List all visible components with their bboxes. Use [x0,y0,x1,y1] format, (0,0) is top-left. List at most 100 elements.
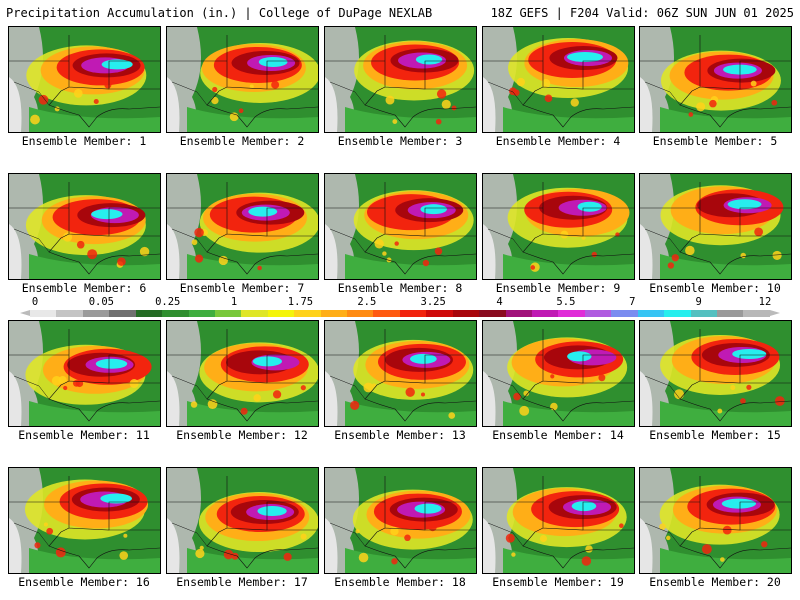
ensemble-member-label: Ensemble Member: 17 [176,575,308,589]
ensemble-map-10 [639,173,792,280]
precip-map-graphic [325,321,476,426]
precip-map-graphic [640,321,791,426]
ensemble-map-7 [166,173,319,280]
precip-map-graphic [640,27,791,132]
page-header: Precipitation Accumulation (in.) | Colle… [0,0,800,24]
colorbar-segment [109,310,136,317]
precip-map-graphic [167,321,318,426]
ensemble-map-1 [8,26,161,133]
ensemble-member-label: Ensemble Member: 18 [334,575,466,589]
precip-map-graphic [483,321,634,426]
colorbar-segment [30,310,57,317]
ensemble-member-label: Ensemble Member: 6 [21,281,147,295]
precip-map-graphic [167,174,318,279]
colorbar-segment [188,310,215,317]
colorbar-tick-label: 3.25 [420,296,446,308]
precip-map-graphic [167,27,318,132]
precip-map-graphic [483,27,634,132]
colorbar-segment [690,310,717,317]
colorbar-tick-label: 5.5 [556,296,576,308]
colorbar-segment [294,310,321,317]
colorbar-segment [452,310,480,317]
precip-map-graphic [167,468,318,573]
colorbar-segment [347,310,374,317]
colorbar-segment [241,310,268,317]
colorbar-segment [214,310,242,317]
precip-map-graphic [9,27,160,132]
colorbar-segment [584,310,612,317]
ensemble-map-13 [324,320,477,427]
ensemble-member-label: Ensemble Member: 11 [18,428,150,442]
ensemble-map-2 [166,26,319,133]
colorbar-tick-label: 7 [629,296,636,308]
ensemble-map-9 [482,173,635,280]
colorbar-segment [716,310,744,317]
ensemble-member-label: Ensemble Member: 20 [649,575,781,589]
page-title: Precipitation Accumulation (in.) | Colle… [6,6,433,20]
ensemble-member-label: Ensemble Member: 14 [492,428,624,442]
colorbar-segment [82,310,110,317]
colorbar-tick-label: 1 [230,296,238,308]
colorbar-segment [637,310,665,317]
ensemble-member-label: Ensemble Member: 1 [21,134,147,148]
colorbar-labels: 0 0.05 0.25 1 1.75 2.5 3.25 4 5.5 7 9 12 [30,296,772,308]
precip-map-graphic [325,468,476,573]
precip-map-graphic [325,27,476,132]
precip-map-graphic [483,468,634,573]
ensemble-map-11 [8,320,161,427]
ensemble-map-6 [8,173,161,280]
ensemble-map-5 [639,26,792,133]
colorbar-segment [558,310,585,317]
ensemble-map-15 [639,320,792,427]
colorbar-segment [664,310,691,317]
ensemble-member-label: Ensemble Member: 7 [179,281,305,295]
ensemble-member-label: Ensemble Member: 3 [337,134,463,148]
colorbar-tick-label: 12 [758,296,772,308]
ensemble-member-label: Ensemble Member: 13 [334,428,466,442]
colorbar-tick-label: 9 [695,296,702,308]
colorbar-segment [426,310,453,317]
ensemble-map-16 [8,467,161,574]
colorbar-segment [373,310,400,317]
colorbar-tick-label: 0.05 [88,296,115,308]
precip-map-graphic [640,174,791,279]
ensemble-member-label: Ensemble Member: 5 [652,134,778,148]
colorbar-left-arrow [20,310,30,316]
ensemble-member-label: Ensemble Member: 15 [649,428,781,442]
colorbar-segment [505,310,533,317]
colorbar-segment [743,310,770,317]
colorbar-segment [479,310,506,317]
ensemble-member-label: Ensemble Member: 10 [649,281,781,295]
colorbar-tick-label: 0 [31,296,39,308]
colorbar-segment [162,310,189,317]
precip-map-graphic [325,174,476,279]
ensemble-member-label: Ensemble Member: 8 [337,281,463,295]
colorbar-tick-label: 2.5 [357,296,377,308]
colorbar-tick-label: 4 [496,296,503,308]
ensemble-member-label: Ensemble Member: 12 [176,428,308,442]
ensemble-map-3 [324,26,477,133]
precip-map-graphic [640,468,791,573]
precip-map-graphic [9,321,160,426]
ensemble-map-20 [639,467,792,574]
colorbar-tick-label: 1.75 [287,296,314,308]
colorbar-segment [532,310,559,317]
precip-map-graphic [9,174,160,279]
colorbar-bar [30,310,770,317]
ensemble-member-label: Ensemble Member: 9 [495,281,621,295]
ensemble-map-18 [324,467,477,574]
colorbar-segment [611,310,638,317]
ensemble-member-label: Ensemble Member: 19 [492,575,624,589]
colorbar-legend: 0 0.05 0.25 1 1.75 2.5 3.25 4 5.5 7 9 12 [20,296,780,320]
ensemble-map-4 [482,26,635,133]
colorbar-tick-label: 0.25 [155,296,181,308]
ensemble-member-label: Ensemble Member: 2 [179,134,305,148]
ensemble-map-19 [482,467,635,574]
colorbar-segment [135,310,163,317]
ensemble-map-14 [482,320,635,427]
ensemble-member-label: Ensemble Member: 4 [495,134,621,148]
colorbar-segment [56,310,83,317]
ensemble-member-label: Ensemble Member: 16 [18,575,150,589]
colorbar-segment [399,310,427,317]
ensemble-map-8 [324,173,477,280]
